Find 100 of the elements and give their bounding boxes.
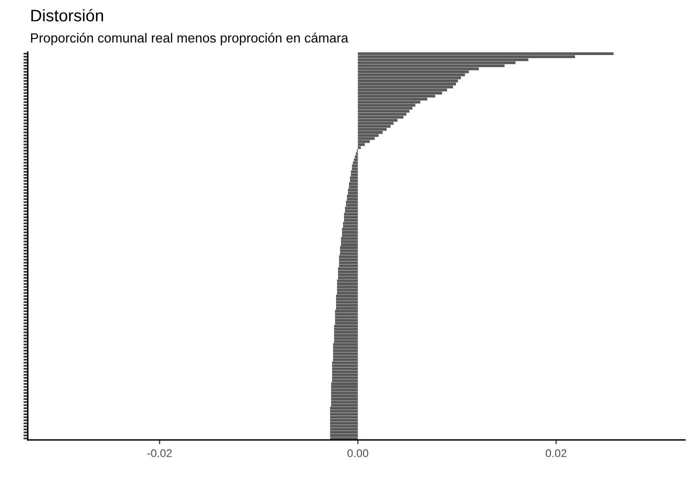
bar — [334, 340, 358, 343]
bar — [330, 437, 358, 440]
bar — [336, 298, 358, 300]
bar — [346, 194, 358, 198]
bar — [334, 328, 358, 331]
chart-subtitle: Proporción comunal real menos proproción en cámara — [31, 32, 348, 46]
bar — [331, 398, 358, 400]
bar — [336, 306, 358, 310]
bar — [335, 310, 358, 313]
bar — [335, 316, 358, 319]
bar — [337, 292, 358, 294]
bar — [330, 416, 358, 419]
bar — [358, 86, 454, 88]
bar — [331, 386, 358, 388]
bar — [333, 343, 358, 346]
bar — [330, 424, 358, 428]
bar — [332, 373, 358, 376]
bar — [358, 116, 404, 119]
bar — [336, 304, 358, 307]
bar — [330, 422, 358, 425]
bar — [339, 264, 358, 268]
bar — [358, 110, 410, 113]
bar — [336, 294, 358, 298]
bar — [337, 282, 358, 286]
bar — [334, 334, 358, 337]
bar — [331, 392, 358, 394]
bar — [333, 358, 358, 362]
bar — [348, 186, 358, 188]
bar — [336, 300, 358, 304]
bar — [352, 167, 358, 170]
bar — [340, 252, 358, 256]
bar — [348, 182, 358, 186]
bar — [330, 428, 358, 431]
bar — [348, 188, 358, 192]
bar — [358, 131, 383, 134]
bar — [344, 206, 358, 210]
chart-title: Distorsión — [31, 9, 104, 22]
bar — [331, 388, 358, 392]
bar — [342, 234, 358, 237]
bar — [332, 364, 358, 368]
bar — [344, 218, 358, 222]
bar — [333, 352, 358, 356]
bar — [335, 312, 358, 316]
bar — [332, 370, 358, 374]
bar — [358, 76, 461, 80]
bar — [330, 406, 358, 410]
bar — [358, 73, 465, 76]
bar — [338, 270, 358, 274]
bar — [340, 246, 358, 249]
bar — [338, 273, 358, 276]
bar — [354, 158, 358, 162]
x-tick-label: 0.02 — [546, 449, 566, 458]
bar — [358, 137, 375, 140]
bar — [342, 231, 358, 234]
bar — [331, 400, 358, 404]
bar — [335, 322, 358, 325]
bar — [354, 155, 358, 158]
x-tick-label: 0.00 — [347, 449, 368, 458]
bar — [344, 210, 358, 213]
bar — [342, 224, 358, 228]
bar — [338, 267, 358, 270]
x-tick-label: -0.02 — [147, 449, 172, 458]
bar — [334, 324, 358, 328]
bar — [341, 240, 358, 243]
bar — [346, 204, 358, 207]
bar — [358, 82, 456, 86]
bar — [332, 361, 358, 364]
bar — [332, 380, 358, 382]
bar — [339, 255, 358, 258]
bar — [337, 286, 358, 288]
bar — [331, 404, 358, 407]
bar — [333, 355, 358, 358]
bar — [352, 161, 358, 164]
bar — [334, 337, 358, 340]
bar — [344, 216, 358, 219]
bar — [358, 146, 361, 149]
bar — [350, 176, 358, 180]
bar — [358, 124, 391, 128]
bar — [330, 418, 358, 422]
bar — [350, 170, 358, 174]
bar — [346, 198, 358, 200]
bar — [346, 200, 358, 204]
bar — [342, 228, 358, 231]
bar — [333, 349, 358, 352]
bar — [342, 222, 358, 225]
bar — [330, 431, 358, 434]
bar — [358, 128, 387, 131]
bar — [331, 394, 358, 398]
bar — [331, 382, 358, 386]
bar — [339, 261, 358, 264]
bar — [348, 192, 358, 194]
bar — [350, 173, 358, 176]
bar — [330, 434, 358, 437]
bar — [344, 212, 358, 216]
bar — [337, 288, 358, 292]
bar — [358, 52, 614, 56]
bar — [337, 280, 358, 282]
bar — [338, 276, 358, 280]
bar — [358, 106, 412, 110]
bar — [330, 412, 358, 416]
